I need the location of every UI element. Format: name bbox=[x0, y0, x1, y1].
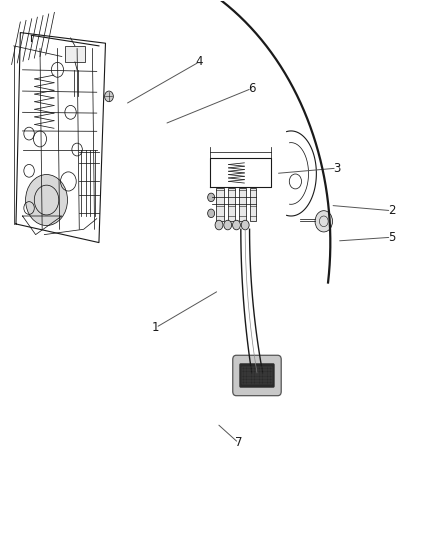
Bar bbox=[250, 188, 256, 221]
Bar bbox=[228, 188, 235, 221]
Circle shape bbox=[315, 211, 332, 232]
Circle shape bbox=[233, 220, 240, 230]
Circle shape bbox=[241, 220, 249, 230]
Text: 7: 7 bbox=[235, 437, 242, 449]
Circle shape bbox=[208, 209, 215, 217]
Text: 5: 5 bbox=[388, 231, 395, 244]
Bar bbox=[239, 188, 246, 221]
Text: 3: 3 bbox=[333, 161, 341, 175]
Bar bbox=[216, 188, 224, 221]
Circle shape bbox=[224, 220, 232, 230]
Text: 6: 6 bbox=[248, 82, 255, 95]
Bar bbox=[65, 46, 85, 62]
Circle shape bbox=[208, 193, 215, 201]
FancyBboxPatch shape bbox=[233, 356, 281, 395]
FancyBboxPatch shape bbox=[239, 364, 275, 387]
Text: 4: 4 bbox=[196, 55, 203, 68]
Text: 2: 2 bbox=[388, 204, 395, 217]
Circle shape bbox=[25, 174, 67, 225]
Circle shape bbox=[215, 220, 223, 230]
Circle shape bbox=[105, 91, 113, 102]
Text: 1: 1 bbox=[152, 321, 159, 334]
